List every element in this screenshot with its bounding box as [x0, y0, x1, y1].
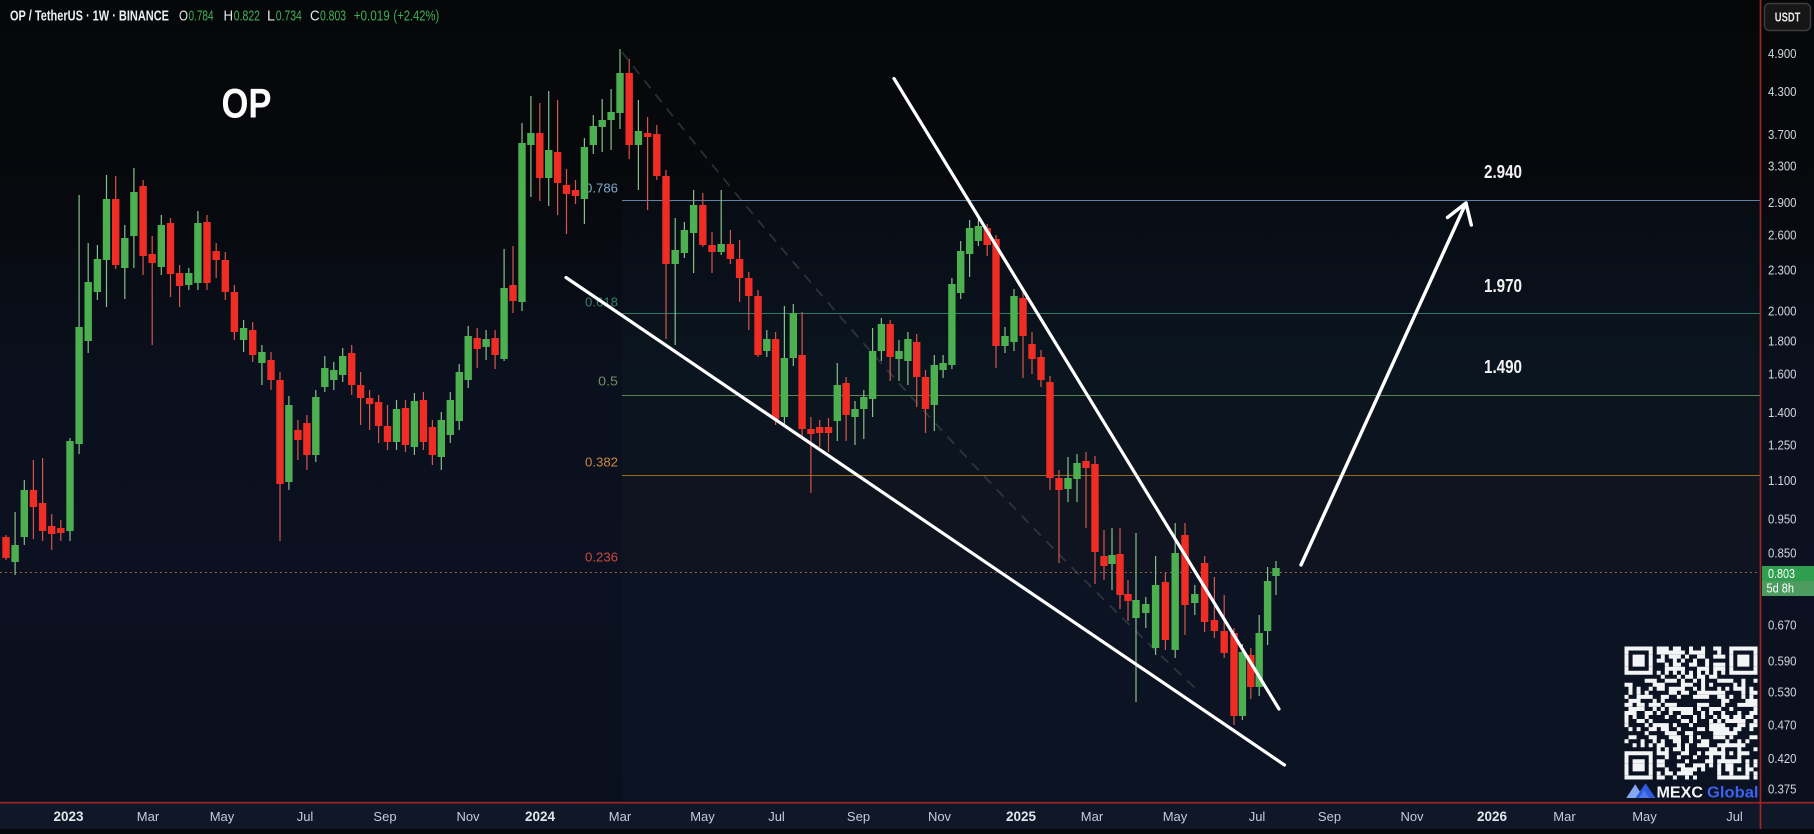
svg-text:Mar: Mar: [1081, 809, 1104, 824]
svg-text:Sep: Sep: [373, 809, 396, 824]
svg-text:1.100: 1.100: [1768, 473, 1797, 488]
svg-text:Jul: Jul: [297, 809, 314, 824]
svg-text:May: May: [1632, 809, 1657, 824]
svg-text:2.300: 2.300: [1768, 262, 1797, 277]
svg-text:0.822: 0.822: [234, 9, 260, 25]
svg-text:2.900: 2.900: [1768, 195, 1797, 210]
svg-text:(+2.42%): (+2.42%): [393, 9, 439, 25]
svg-text:OP / TetherUS · 1W · BINANCE: OP / TetherUS · 1W · BINANCE: [10, 9, 169, 25]
svg-text:1.490: 1.490: [1484, 357, 1522, 377]
svg-text:0.470: 0.470: [1768, 718, 1797, 733]
svg-text:Mar: Mar: [1553, 809, 1576, 824]
svg-text:0.803: 0.803: [320, 9, 346, 25]
svg-text:C: C: [310, 9, 320, 25]
svg-text:0.803: 0.803: [1768, 567, 1795, 581]
svg-text:3.300: 3.300: [1768, 159, 1797, 174]
svg-text:Jul: Jul: [768, 809, 785, 824]
svg-text:2.940: 2.940: [1484, 162, 1522, 182]
svg-text:1.800: 1.800: [1768, 333, 1797, 348]
svg-text:5d 8h: 5d 8h: [1767, 582, 1795, 596]
svg-text:Sep: Sep: [847, 809, 870, 824]
svg-text:0.530: 0.530: [1768, 685, 1797, 700]
svg-text:0.375: 0.375: [1768, 782, 1797, 797]
svg-text:May: May: [1163, 809, 1188, 824]
svg-text:Nov: Nov: [456, 809, 480, 824]
svg-text:3.700: 3.700: [1768, 127, 1797, 142]
svg-text:May: May: [210, 809, 235, 824]
svg-text:2023: 2023: [53, 809, 84, 824]
svg-text:2025: 2025: [1006, 809, 1037, 824]
svg-text:2024: 2024: [525, 809, 556, 824]
svg-text:4.300: 4.300: [1768, 84, 1797, 99]
svg-text:O: O: [179, 9, 188, 25]
svg-text:4.900: 4.900: [1768, 46, 1797, 61]
svg-text:H: H: [224, 9, 234, 25]
svg-text:0.382: 0.382: [585, 456, 618, 470]
svg-text:0.670: 0.670: [1768, 618, 1797, 633]
svg-text:0.734: 0.734: [276, 9, 302, 25]
svg-text:1.400: 1.400: [1768, 405, 1797, 420]
svg-text:0.786: 0.786: [585, 182, 618, 196]
svg-text:Sep: Sep: [1318, 809, 1341, 824]
svg-text:1.250: 1.250: [1768, 438, 1797, 453]
svg-text:0.850: 0.850: [1768, 546, 1797, 561]
svg-text:2.600: 2.600: [1768, 227, 1797, 242]
svg-text:2.000: 2.000: [1768, 304, 1797, 319]
svg-text:USDT: USDT: [1775, 11, 1801, 25]
svg-text:0.420: 0.420: [1768, 751, 1797, 766]
svg-text:Mar: Mar: [609, 809, 632, 824]
svg-text:MEXC: MEXC: [1657, 785, 1704, 802]
svg-text:0.5: 0.5: [598, 375, 618, 389]
svg-text:L: L: [267, 9, 275, 25]
svg-text:1.970: 1.970: [1484, 276, 1522, 296]
svg-text:Jul: Jul: [1249, 809, 1266, 824]
svg-text:0.950: 0.950: [1768, 512, 1797, 527]
svg-text:Nov: Nov: [1400, 809, 1424, 824]
svg-text:Mar: Mar: [137, 809, 160, 824]
svg-text:Global: Global: [1707, 785, 1759, 802]
svg-text:Nov: Nov: [928, 809, 952, 824]
svg-text:0.590: 0.590: [1768, 654, 1797, 669]
svg-text:2026: 2026: [1477, 809, 1508, 824]
svg-text:+0.019: +0.019: [354, 9, 390, 25]
svg-text:1.600: 1.600: [1768, 366, 1797, 381]
svg-text:May: May: [690, 809, 715, 824]
svg-text:Jul: Jul: [1726, 809, 1743, 824]
svg-text:0.236: 0.236: [585, 551, 618, 565]
svg-text:OP: OP: [222, 80, 272, 127]
svg-text:0.784: 0.784: [189, 9, 214, 25]
